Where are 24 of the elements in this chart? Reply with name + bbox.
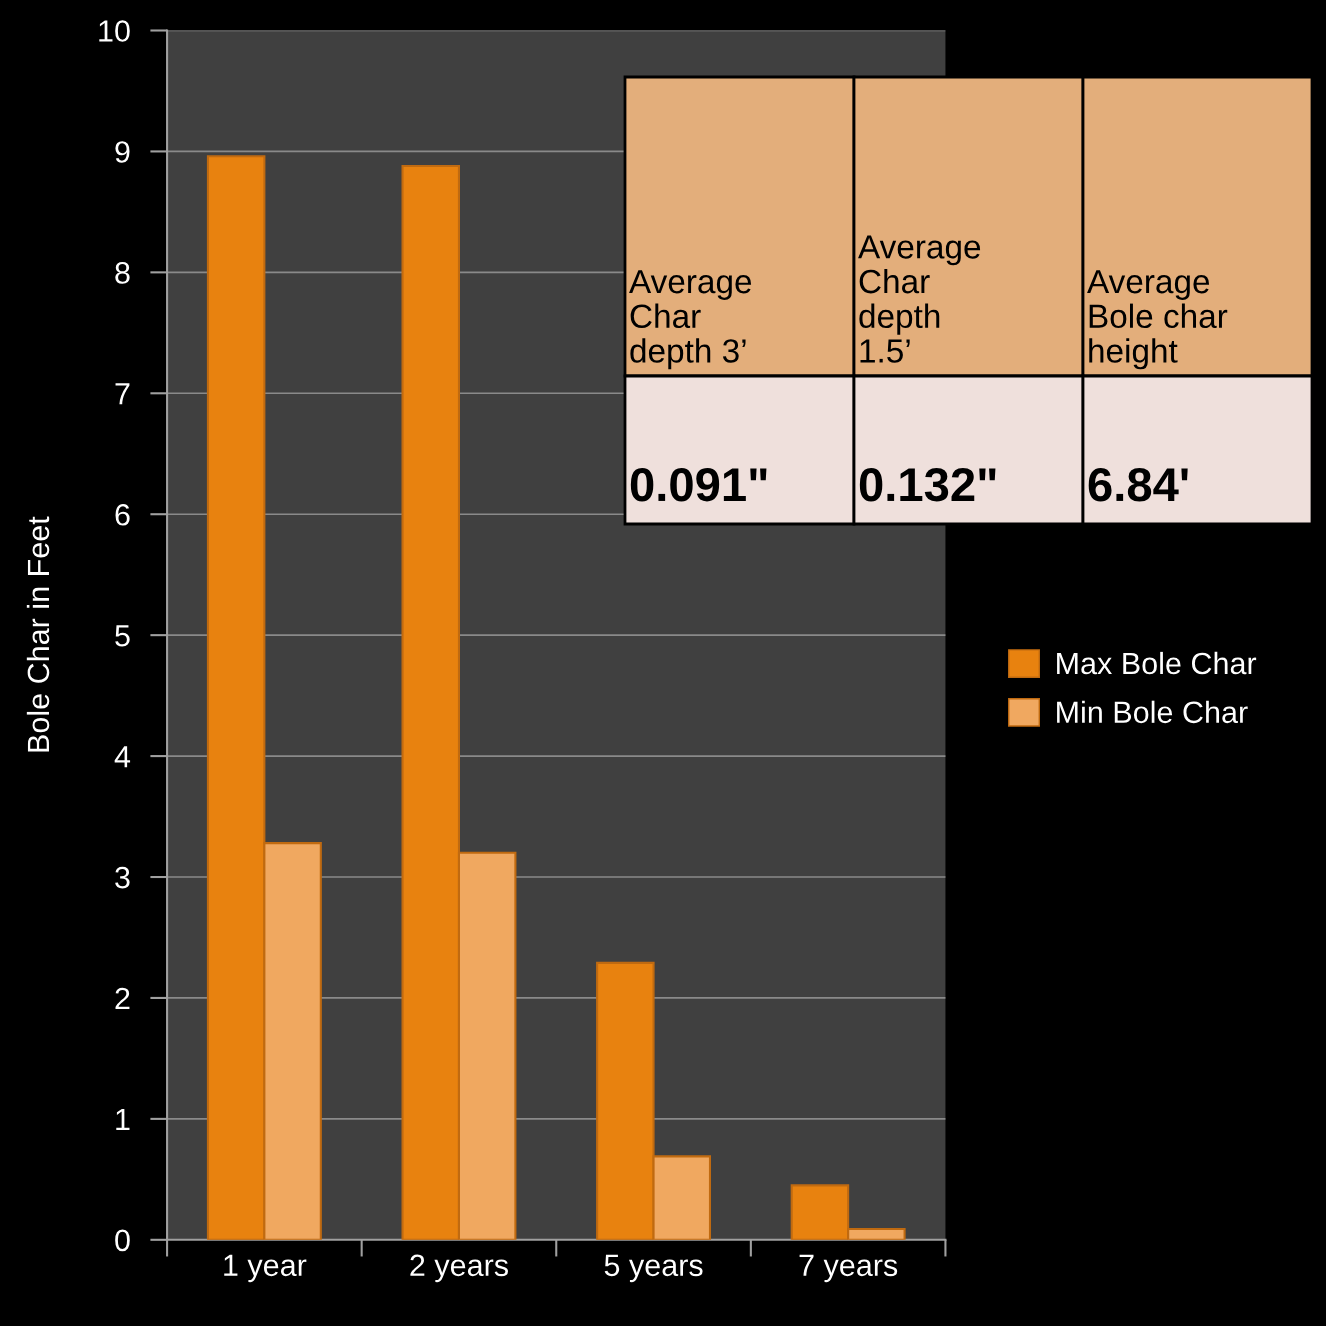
x-tick-label: 5 years <box>604 1254 703 1283</box>
x-tick-label: 7 years <box>799 1254 898 1283</box>
y-tick-label: 0 <box>115 1229 130 1252</box>
y-tick-label: 10 <box>99 20 130 42</box>
annotation: 0.132" <box>859 467 996 502</box>
y-tick-label: 6 <box>115 503 130 526</box>
x-tick-label: 1 year <box>224 1254 307 1283</box>
annotation: Average Char depth 3’ <box>629 270 752 370</box>
annotation: Average Char depth 1.5’ <box>858 235 981 363</box>
text: 6.84' <box>1088 467 1188 502</box>
y-axis-title: Bole Char in Feet <box>26 516 50 752</box>
y-tick-label: 2 <box>115 987 130 1010</box>
annotation: 0.091" <box>630 467 767 502</box>
y-tick-label: 5 <box>115 625 130 647</box>
y-tick-label: 8 <box>115 262 130 284</box>
y-tick-label: 4 <box>114 746 131 768</box>
legend-label: Max Bole Char <box>1057 651 1257 675</box>
text: Average Bole char height <box>1087 270 1228 370</box>
y-tick-label: 1 <box>116 1108 130 1130</box>
legend-label: Min Bole Char <box>1057 700 1248 724</box>
y-tick-label: 7 <box>115 383 130 405</box>
x-tick-label: 2 years <box>410 1254 508 1283</box>
y-tick-label: 9 <box>115 141 130 163</box>
y-tick-label: 3 <box>115 866 130 889</box>
